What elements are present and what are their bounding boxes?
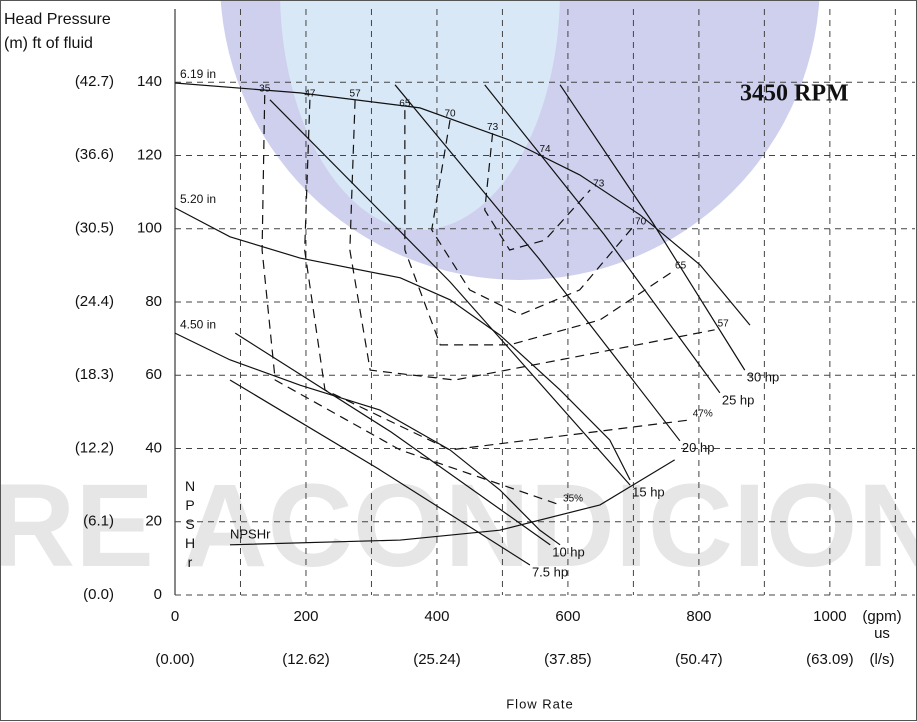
power-curve <box>269 99 631 486</box>
y-tick-label: 40 <box>145 439 162 456</box>
x2-tick-label: (12.62) <box>282 651 330 668</box>
y2-tick-label: (24.4) <box>75 293 114 310</box>
impeller-label: 6.19 in <box>180 67 216 81</box>
efficiency-end-label: 47% <box>693 409 713 420</box>
efficiency-curve <box>431 119 633 316</box>
y2-tick-label: (42.7) <box>75 73 114 90</box>
power-label: 20 hp <box>682 440 715 455</box>
x2-tick-label: (25.24) <box>413 651 461 668</box>
x-axis-units: (gpm) <box>862 608 901 625</box>
power-label: 25 hp <box>722 392 755 407</box>
efficiency-curve <box>304 99 690 451</box>
rpm-annotation: 3450 RPM <box>740 81 849 107</box>
x2-tick-label: (0.00) <box>155 651 194 668</box>
x-tick-label: 400 <box>424 608 449 625</box>
efficiency-end-label: 57 <box>718 318 730 329</box>
efficiency-label: 57 <box>350 88 362 99</box>
npsh-curve <box>229 459 675 546</box>
power-curve <box>484 84 721 394</box>
impeller-curve <box>174 207 631 481</box>
y2-tick-label: (12.2) <box>75 439 114 456</box>
x-axis-units-sub: us <box>874 625 890 642</box>
y-tick-label: 60 <box>145 366 162 383</box>
efficiency-curve <box>261 95 561 506</box>
y-tick-label: 120 <box>137 146 162 163</box>
x-tick-label: 0 <box>171 608 179 625</box>
npsh-label: NPSHr <box>230 526 271 541</box>
x2-tick-label: (37.85) <box>544 651 592 668</box>
x2-tick-label: (50.47) <box>675 651 723 668</box>
x2-axis-units: (l/s) <box>870 651 895 668</box>
efficiency-end-label: 73 <box>593 179 605 190</box>
efficiency-curve <box>349 99 715 381</box>
power-curve <box>559 84 746 371</box>
x-tick-label: 600 <box>555 608 580 625</box>
efficiency-label: 65 <box>399 99 411 110</box>
y-axis-units: (m) ft of fluid <box>4 35 93 52</box>
x-tick-label: 800 <box>686 608 711 625</box>
impeller-curve <box>174 82 751 326</box>
y-tick-label: 0 <box>154 586 162 603</box>
x-tick-label: 1000 <box>813 608 846 625</box>
power-label: 30 hp <box>747 370 780 385</box>
power-label: 15 hp <box>632 485 665 500</box>
x2-tick-label: (63.09) <box>806 651 854 668</box>
efficiency-label: 74 <box>539 144 551 155</box>
y2-tick-label: (30.5) <box>75 219 114 236</box>
efficiency-label: 47 <box>304 88 316 99</box>
y2-tick-label: (18.3) <box>75 366 114 383</box>
y2-tick-label: (0.0) <box>83 586 114 603</box>
efficiency-end-label: 35% <box>563 494 583 505</box>
x-axis-title: Flow Rate <box>506 696 574 711</box>
y-axis-title: Head Pressure <box>4 11 111 28</box>
impeller-label: 5.20 in <box>180 192 216 206</box>
efficiency-end-label: 65 <box>675 261 687 272</box>
power-label: 7.5 hp <box>532 564 568 579</box>
y-tick-label: 20 <box>145 513 162 530</box>
efficiency-label: 70 <box>444 109 456 120</box>
y-tick-label: 140 <box>137 73 162 90</box>
impeller-curve <box>174 332 561 546</box>
power-curve <box>394 84 681 442</box>
efficiency-curve <box>404 110 673 346</box>
efficiency-end-label: 70 <box>635 217 647 228</box>
y2-tick-label: (36.6) <box>75 146 114 163</box>
power-label: 10 hp <box>552 544 585 559</box>
x-tick-label: 200 <box>293 608 318 625</box>
efficiency-label: 73 <box>487 122 499 133</box>
y-tick-label: 100 <box>137 220 162 237</box>
y-tick-label: 80 <box>145 293 162 310</box>
power-curve <box>234 332 551 546</box>
power-curve <box>229 379 531 566</box>
impeller-label: 4.50 in <box>180 317 216 331</box>
efficiency-label: 35 <box>259 84 271 95</box>
npsh-axis-label: NPSHr <box>182 478 198 573</box>
efficiency-curve <box>484 133 591 251</box>
y2-tick-label: (6.1) <box>83 513 114 530</box>
